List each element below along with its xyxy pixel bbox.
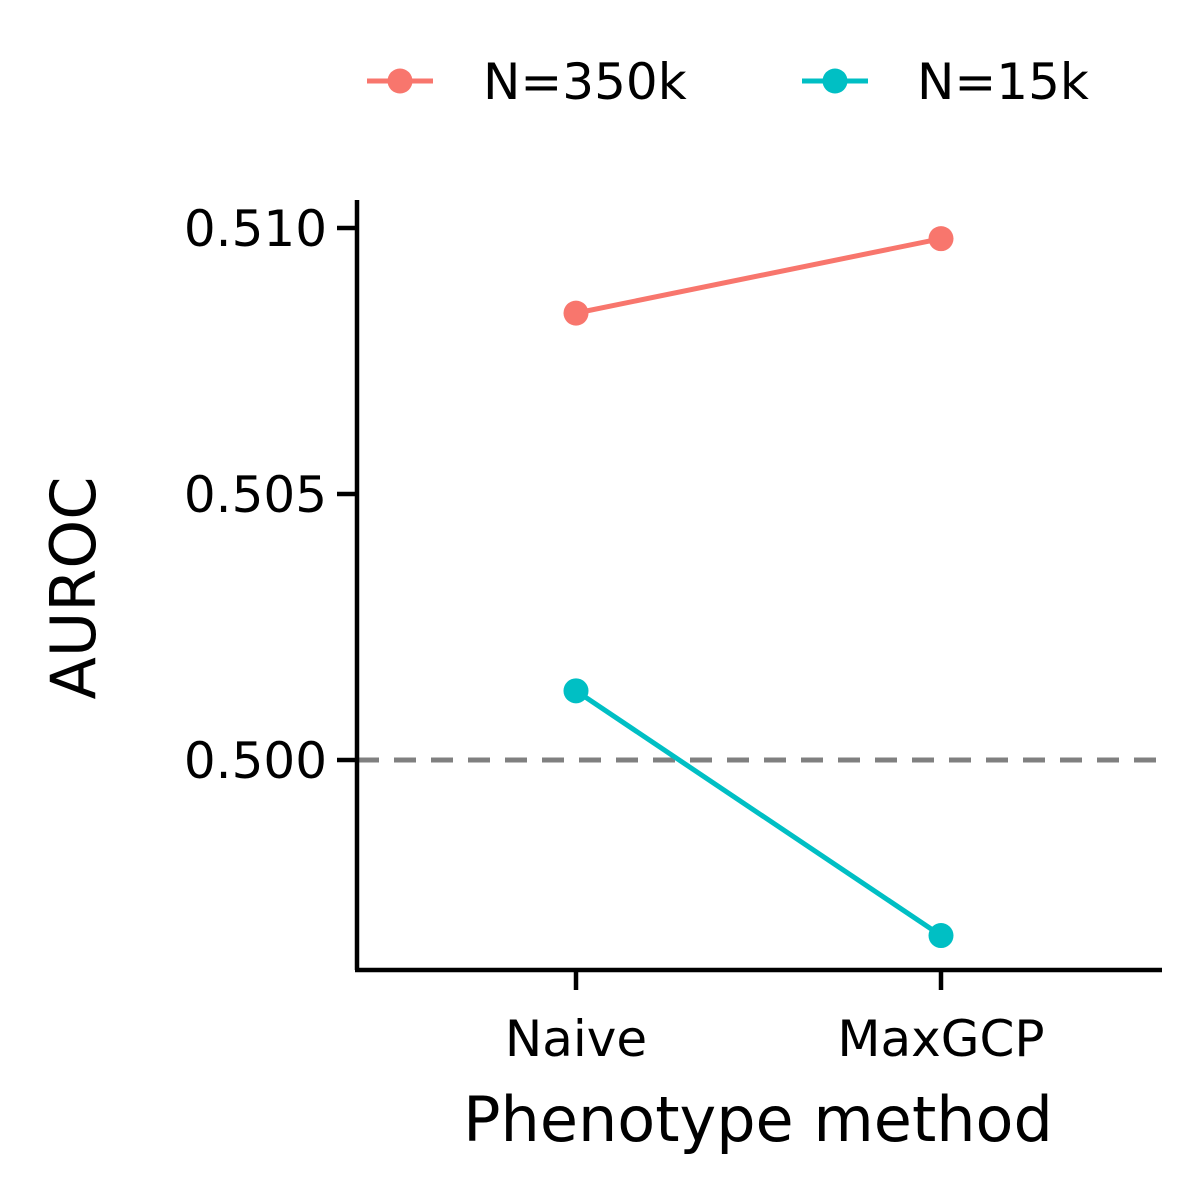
legend-label: N=15k xyxy=(917,53,1089,111)
series-line xyxy=(574,688,943,938)
legend-item: N=15k xyxy=(802,53,1089,111)
data-point xyxy=(563,678,589,704)
x-tick-label: MaxGCP xyxy=(837,1010,1044,1068)
legend-item: N=350k xyxy=(367,53,687,111)
series-layer xyxy=(563,226,954,949)
axes: 0.500 0.505 0.510 Naive MaxGCP xyxy=(184,200,1162,1068)
data-point xyxy=(928,923,954,949)
data-point xyxy=(563,300,589,326)
legend-label: N=350k xyxy=(483,53,687,111)
x-tick-label: Naive xyxy=(505,1010,647,1068)
y-axis-title: AUROC xyxy=(37,477,110,700)
series-0 xyxy=(563,226,954,326)
series-line xyxy=(575,236,942,316)
legend-key-point xyxy=(822,68,848,94)
y-tick-label: 0.505 xyxy=(184,466,327,524)
series-1 xyxy=(563,678,954,949)
y-tick-label: 0.510 xyxy=(184,200,327,258)
legend: N=350k N=15k xyxy=(367,53,1089,111)
x-axis-title: Phenotype method xyxy=(463,1083,1053,1156)
legend-key-point xyxy=(387,68,413,94)
y-tick-label: 0.500 xyxy=(184,732,327,790)
data-point xyxy=(928,226,954,252)
